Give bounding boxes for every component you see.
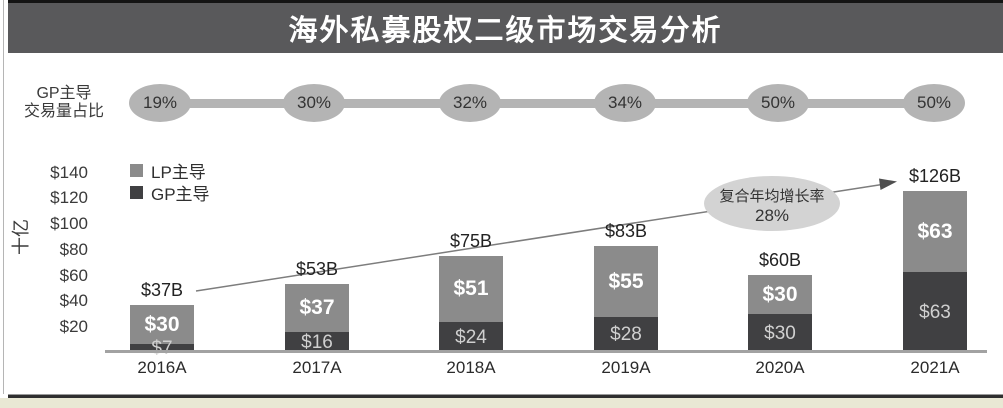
lp-swatch-icon xyxy=(130,163,143,177)
bar-total-label: $83B xyxy=(604,221,648,241)
lp-segment: $63 xyxy=(903,191,967,272)
gp-segment: $7 xyxy=(130,338,194,359)
bar-total-label: $53B xyxy=(295,259,339,279)
x-axis-label: 2021A xyxy=(910,358,960,377)
lp-segment: $55 xyxy=(594,246,658,317)
x-axis-label: 2020A xyxy=(755,358,805,377)
cagr-annotation: 复合年均增长率 28% xyxy=(704,176,840,231)
legend-label-lp: LP主导 xyxy=(151,162,206,182)
gp-swatch-icon xyxy=(130,185,143,199)
lp-segment: $51 xyxy=(439,256,503,322)
bottom-strip xyxy=(0,398,1003,408)
bar-total-label: $126B xyxy=(908,166,962,186)
gp-segment: $16 xyxy=(285,332,349,353)
legend-label-gp: GP主导 xyxy=(151,184,210,204)
gp-share-oval: 34% xyxy=(594,84,656,122)
left-border xyxy=(3,0,4,394)
gp-segment: $30 xyxy=(748,314,812,353)
y-axis-tick: $80 xyxy=(59,240,88,259)
gp-share-label-line1: GP主导 xyxy=(36,85,92,102)
x-axis-label: 2016A xyxy=(137,358,187,377)
lp-segment: $30 xyxy=(748,275,812,314)
gp-segment: $63 xyxy=(903,272,967,353)
cagr-annotation-text: 复合年均增长率 xyxy=(719,188,825,205)
gp-segment: $24 xyxy=(439,322,503,353)
lp-segment: $37 xyxy=(285,284,349,332)
gp-share-label: GP主导 交易量占比 xyxy=(6,85,122,121)
x-axis-label: 2019A xyxy=(601,358,651,377)
gp-share-oval: 50% xyxy=(903,84,965,122)
gp-share-oval: 19% xyxy=(129,84,191,122)
legend: LP主导 GP主导 xyxy=(130,160,210,204)
cagr-annotation-value: 28% xyxy=(754,206,790,225)
bar-total-label: $37B xyxy=(140,280,184,300)
lp-segment: $30 xyxy=(130,305,194,344)
gp-share-oval: 30% xyxy=(283,84,345,122)
gp-share-oval: 50% xyxy=(747,84,809,122)
bar-total-label: $60B xyxy=(758,250,802,270)
x-axis-line xyxy=(105,350,987,353)
y-axis-tick: $20 xyxy=(59,317,88,336)
x-axis-label: 2017A xyxy=(292,358,342,377)
gp-share-oval: 32% xyxy=(439,84,501,122)
y-axis-tick: $140 xyxy=(50,163,88,182)
gp-segment: $28 xyxy=(594,317,658,353)
connector-line xyxy=(160,99,934,108)
bottom-border xyxy=(8,394,1003,398)
legend-item-lp: LP主导 xyxy=(130,160,210,182)
y-axis-tick: $120 xyxy=(50,188,88,207)
title-bar: 海外私募股权二级市场交易分析 xyxy=(8,0,1003,53)
x-axis-label: 2018A xyxy=(446,358,496,377)
bar-total-label: $75B xyxy=(449,231,493,251)
page-title: 海外私募股权二级市场交易分析 xyxy=(288,15,723,47)
y-axis-tick: $100 xyxy=(50,214,88,233)
legend-item-gp: GP主导 xyxy=(130,182,210,204)
gp-share-label-line2: 交易量占比 xyxy=(23,103,104,120)
y-axis-tick: $60 xyxy=(59,266,88,285)
y-axis-tick: $40 xyxy=(59,291,88,310)
